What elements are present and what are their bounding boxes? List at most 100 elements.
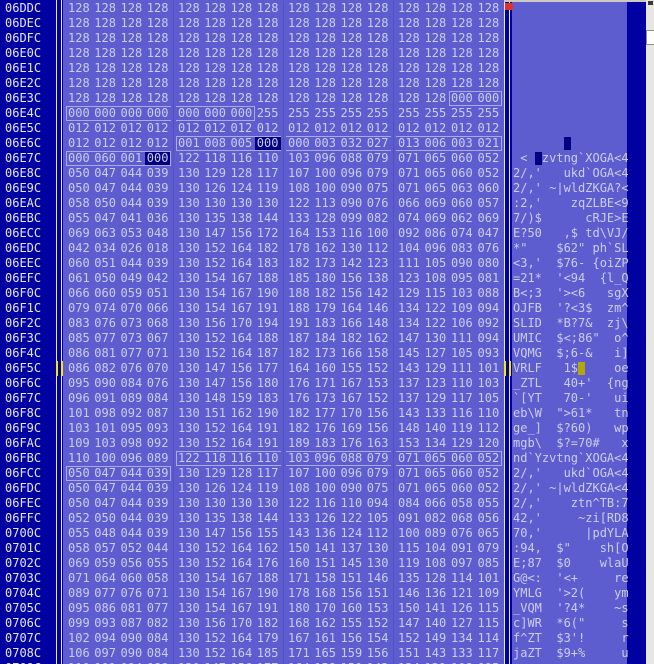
hex-cell[interactable]: 116 [314, 496, 336, 510]
hex-cell[interactable]: 154 [204, 286, 226, 300]
ascii-cell[interactable]: SLID *B?7& zj\ [513, 316, 629, 330]
hex-cell[interactable]: 179 [314, 301, 336, 315]
hex-cell[interactable]: 079 [366, 166, 389, 180]
hex-cell[interactable]: 122 [288, 196, 310, 210]
hex-cell[interactable]: 134 [398, 301, 420, 315]
hex-cell[interactable]: 091 [451, 541, 473, 555]
hex-cell[interactable]: 136 [314, 526, 336, 540]
hex-cell[interactable]: 051 [146, 286, 169, 300]
hex-cell[interactable]: 255 [340, 106, 363, 120]
hex-cell[interactable]: 128 [230, 31, 253, 45]
hex-cell[interactable]: 113 [314, 196, 336, 210]
hex-cell[interactable]: 188 [288, 301, 310, 315]
hex-cell[interactable]: 076 [451, 526, 473, 540]
hex-cell[interactable]: 133 [424, 406, 447, 420]
hex-cell[interactable]: 100 [314, 166, 336, 180]
hex-cell[interactable]: 126 [204, 481, 226, 495]
hex-cell[interactable]: 128 [366, 61, 389, 75]
hex-cell[interactable]: 058 [68, 196, 90, 210]
hex-cell[interactable]: 255 [451, 106, 473, 120]
hex-cell[interactable]: 130 [178, 406, 200, 420]
hex-cell[interactable]: 039 [146, 256, 169, 270]
hex-cell[interactable]: 128 [424, 1, 447, 15]
hex-cell[interactable]: 144 [256, 511, 279, 525]
hex-cell[interactable]: 130 [256, 496, 279, 510]
hex-cell[interactable]: 128 [146, 31, 169, 45]
hex-cell[interactable]: 128 [366, 31, 389, 45]
hex-cell[interactable]: 055 [68, 211, 90, 225]
hex-cell[interactable]: 065 [424, 181, 447, 195]
hex-cell[interactable]: 095 [120, 421, 143, 435]
hex-cell[interactable]: 170 [230, 316, 253, 330]
hex-cell[interactable]: 128 [230, 91, 253, 105]
hex-cell[interactable]: 130 [178, 616, 200, 630]
hex-cell[interactable]: 039 [146, 196, 169, 210]
hex-cell[interactable]: 115 [398, 541, 420, 555]
hex-cell[interactable]: 101 [94, 421, 116, 435]
hex-cell[interactable]: 129 [451, 436, 473, 450]
hex-cell[interactable]: 147 [204, 376, 226, 390]
hex-cell[interactable]: 003 [312, 136, 339, 151]
hex-cell[interactable]: 012 [146, 121, 169, 135]
hex-cell[interactable]: 001 [118, 151, 145, 166]
hex-cell[interactable]: 145 [340, 556, 363, 570]
hex-cell[interactable]: 044 [120, 511, 143, 525]
hex-cell[interactable]: 128 [451, 46, 473, 60]
hex-cell[interactable]: 012 [256, 121, 279, 135]
hex-cell[interactable]: 089 [68, 586, 90, 600]
ascii-cell[interactable]: B<;3 '><6 sgX [513, 286, 629, 300]
hex-cell[interactable]: 153 [366, 376, 389, 390]
hex-cell[interactable]: 128 [424, 46, 447, 60]
hex-cell[interactable]: 073 [120, 316, 143, 330]
hex-cell[interactable]: 116 [230, 151, 253, 165]
hex-cell[interactable]: 012 [366, 121, 389, 135]
hex-cell[interactable]: 128 [178, 76, 200, 90]
hex-cell[interactable]: 088 [145, 661, 171, 664]
hex-cell[interactable]: 000 [286, 136, 313, 151]
hex-cell[interactable]: 128 [94, 61, 116, 75]
ascii-cell[interactable] [512, 31, 627, 46]
hex-cell[interactable]: 006 [422, 136, 449, 151]
hex-cell[interactable]: 154 [204, 571, 226, 585]
ascii-cell[interactable]: 70,' |pdYLA [513, 526, 629, 540]
ascii-cell[interactable]: mgb\ $?=70# x [513, 436, 629, 450]
hex-cell[interactable]: 128 [204, 61, 226, 75]
hex-cell[interactable]: 110 [254, 451, 281, 466]
hex-cell[interactable]: 128 [340, 31, 363, 45]
hex-cell[interactable]: 135 [204, 511, 226, 525]
hex-cell[interactable]: 129 [398, 286, 420, 300]
hex-cell[interactable]: 000 [254, 136, 281, 151]
hex-cell[interactable]: 128 [204, 91, 226, 105]
hex-cell[interactable]: 123 [424, 376, 447, 390]
hex-cell[interactable]: 012 [398, 121, 420, 135]
hex-cell[interactable]: 079 [366, 466, 389, 480]
hex-cell[interactable]: 152 [398, 631, 420, 645]
hex-cell[interactable]: 130 [178, 436, 200, 450]
hex-cell[interactable]: 012 [230, 121, 253, 135]
hex-cell[interactable]: 130 [178, 331, 200, 345]
hex-cell[interactable]: 128 [398, 16, 420, 30]
hex-cell[interactable]: 071 [398, 166, 420, 180]
hex-cell[interactable]: 190 [256, 586, 279, 600]
hex-cell[interactable]: 112 [366, 241, 389, 255]
hex-cell[interactable]: 108 [288, 481, 310, 495]
hex-cell[interactable]: 166 [340, 346, 363, 360]
hex-cell[interactable]: 104 [398, 241, 420, 255]
hex-cell[interactable]: 088 [477, 286, 500, 300]
hex-cell[interactable]: 173 [314, 256, 336, 270]
hex-cell[interactable]: 041 [120, 211, 143, 225]
hex-cell[interactable]: 128 [204, 31, 226, 45]
ascii-cell[interactable]: jaZT $9+% u [513, 646, 629, 660]
hex-cell[interactable]: 156 [230, 361, 253, 375]
hex-cell[interactable]: 091 [94, 391, 116, 405]
hex-cell[interactable]: 044 [120, 196, 143, 210]
hex-cell[interactable]: 110 [256, 151, 279, 165]
hex-cell[interactable]: 065 [424, 151, 447, 165]
hex-cell[interactable]: 128 [314, 211, 336, 225]
hex-cell[interactable]: 164 [230, 541, 253, 555]
hex-cell[interactable]: 012 [120, 136, 143, 150]
ascii-cell[interactable]: f^ZT $3'! r [513, 631, 629, 645]
hex-cell[interactable]: 090 [120, 646, 143, 660]
hex-cell[interactable]: 074 [94, 301, 116, 315]
hex-cell[interactable]: 255 [424, 106, 447, 120]
